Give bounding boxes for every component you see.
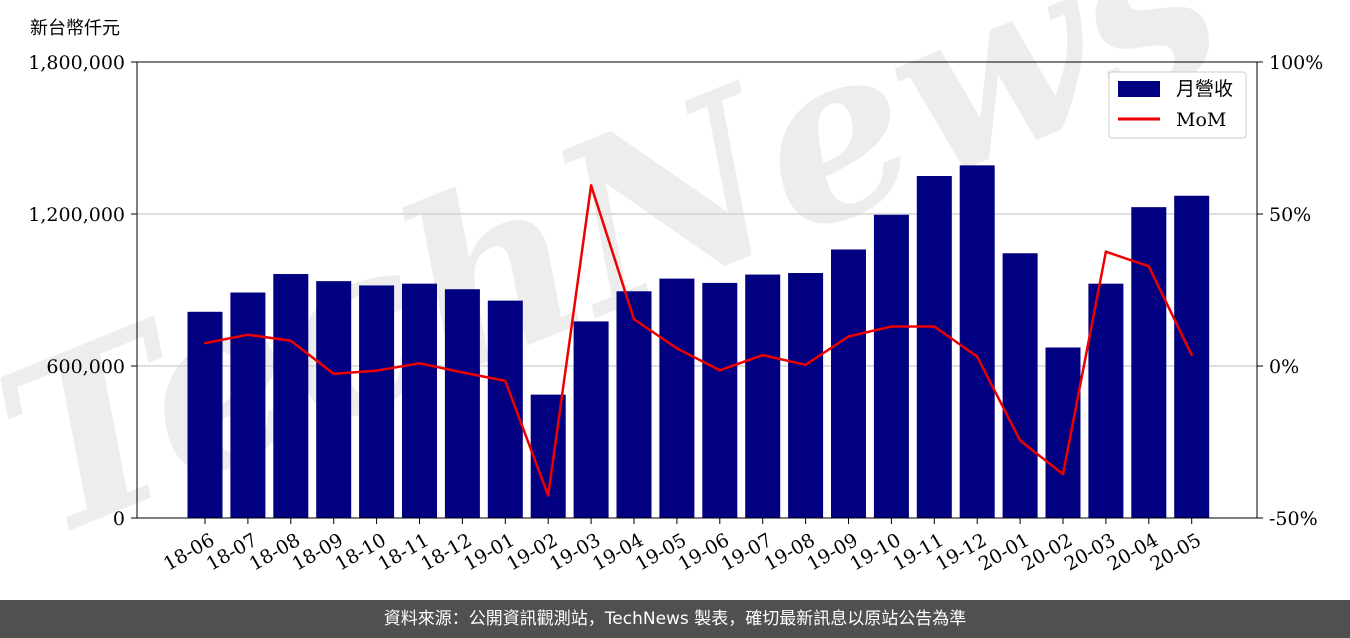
bar-18-06 (187, 311, 223, 518)
mom-point-19-09 (847, 335, 850, 338)
bar-19-12 (959, 165, 995, 519)
x-tick-label: 20-05 (1147, 529, 1205, 575)
mom-point-20-04 (1147, 265, 1151, 268)
right-tick-label: 0% (1269, 356, 1299, 378)
right-tick-label: 50% (1269, 204, 1311, 226)
plot-frame (136, 61, 1258, 519)
bar-18-07 (230, 292, 266, 518)
bar-19-07 (745, 274, 781, 518)
left-tick-label: 0 (113, 508, 125, 530)
mom-point-18-07 (246, 333, 250, 336)
bar-series (187, 165, 1210, 519)
mom-point-18-09 (332, 372, 335, 376)
left-tick-label: 1,200,000 (28, 204, 125, 226)
mom-point-18-12 (461, 371, 464, 374)
left-tick-label: 1,800,000 (28, 52, 125, 74)
bar-20-02 (1045, 347, 1081, 518)
bar-19-09 (831, 249, 866, 518)
mom-point-19-02 (547, 494, 550, 497)
right-y-axis: -50% 0% 50% 100% (1257, 52, 1323, 530)
mom-point-19-01 (504, 379, 507, 383)
bar-19-04 (616, 291, 652, 518)
bar-19-03 (573, 321, 609, 518)
mom-point-19-12 (976, 355, 979, 358)
mom-point-19-11 (933, 325, 936, 328)
mom-point-20-03 (1104, 250, 1108, 253)
mom-point-19-07 (761, 353, 764, 357)
source-note: 資料來源：公開資訊觀測站，TechNews 製表，確切最新訊息以原站公告為準 (383, 609, 967, 629)
bar-18-10 (359, 285, 395, 518)
bar-19-06 (702, 282, 738, 518)
bar-18-08 (273, 274, 309, 518)
mom-point-19-05 (675, 347, 679, 350)
mom-point-20-05 (1190, 353, 1193, 357)
bar-20-05 (1174, 195, 1210, 518)
left-tick-label: 600,000 (46, 356, 125, 378)
bar-19-10 (873, 214, 909, 518)
mom-point-18-08 (289, 339, 292, 342)
y-axis-unit-label: 新台幣仟元 (30, 18, 120, 39)
bar-19-05 (659, 278, 695, 518)
left-y-axis: 0 600,000 1,200,000 1,800,000 (28, 52, 137, 530)
bar-20-03 (1088, 283, 1124, 518)
mom-point-18-06 (203, 342, 207, 345)
bar-19-01 (487, 300, 523, 518)
mom-point-19-10 (890, 325, 893, 328)
right-tick-label: 100% (1269, 52, 1323, 74)
x-axis: 18-0618-0718-0818-0918-1018-1118-1219-01… (160, 518, 1205, 575)
mom-line (204, 184, 1193, 497)
legend-label-mom: MoM (1176, 109, 1226, 131)
bar-19-11 (916, 176, 952, 518)
right-tick-label: -50% (1269, 508, 1318, 530)
revenue-chart: TechNews 新台幣仟元 0600,0001,200,0001,800,00… (0, 0, 1323, 591)
mom-point-19-04 (632, 317, 636, 321)
legend: 月營收 MoM (1108, 71, 1247, 139)
source-footer: 資料來源：公開資訊觀測站，TechNews 製表，確切最新訊息以原站公告為準 (0, 600, 1350, 638)
legend-swatch-bar (1118, 81, 1160, 97)
mom-point-20-01 (1018, 439, 1022, 442)
mom-point-20-02 (1061, 473, 1065, 476)
mom-point-18-11 (418, 362, 421, 365)
legend-label-revenue: 月營收 (1176, 78, 1233, 100)
mom-point-18-10 (375, 369, 378, 372)
bar-19-08 (788, 273, 824, 518)
mom-point-19-08 (804, 363, 807, 366)
bar-18-11 (402, 283, 437, 518)
mom-point-19-06 (718, 369, 721, 372)
mom-point-19-03 (589, 184, 593, 187)
bar-20-04 (1131, 207, 1167, 518)
bar-18-12 (444, 289, 480, 518)
bar-18-09 (316, 281, 352, 518)
mom-line-series (203, 184, 1193, 497)
bar-20-01 (1002, 253, 1038, 518)
